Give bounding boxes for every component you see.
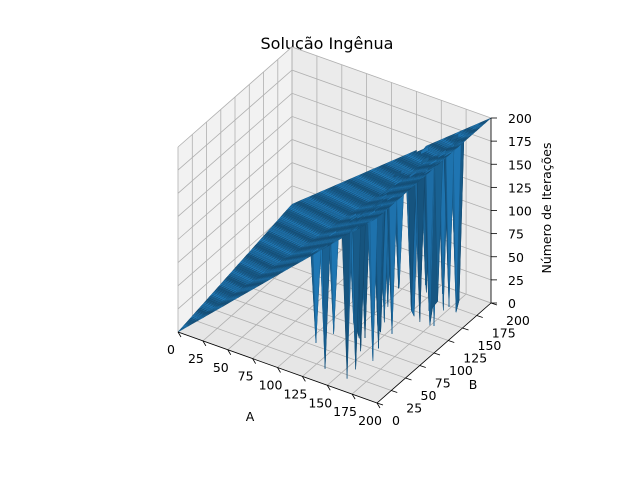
- x-tick-mark: [177, 331, 182, 338]
- x-tick-label: 200: [358, 413, 382, 428]
- y-tick-mark: [391, 390, 398, 393]
- x-tick-mark: [227, 349, 232, 355]
- x-tick-label: 75: [238, 369, 254, 384]
- x-tick-mark: [326, 385, 331, 391]
- x-tick-label: 175: [333, 404, 357, 419]
- chart-title: Solução Ingênua: [261, 34, 394, 53]
- x-tick-label: 0: [167, 342, 175, 357]
- y-tick-label: 25: [406, 401, 422, 416]
- y-tick-mark: [433, 352, 441, 356]
- y-tick-mark: [419, 365, 426, 368]
- x-tick-mark: [351, 393, 356, 400]
- z-tick-label: 50: [508, 250, 524, 265]
- y-axis-label: B: [469, 377, 478, 392]
- x-tick-label: 50: [213, 360, 229, 375]
- y-tick-label: 75: [435, 376, 451, 391]
- y-tick-label: 175: [492, 326, 516, 341]
- y-tick-label: 0: [392, 413, 400, 428]
- z-tick-label: 100: [508, 204, 532, 219]
- surface-plot: [177, 117, 492, 379]
- z-axis-label: Número de Iterações: [539, 142, 554, 273]
- x-tick-mark: [302, 376, 306, 382]
- grid-line-z-8: [177, 46, 492, 148]
- z-tick-label: 75: [508, 227, 524, 242]
- x-tick-label: 100: [259, 378, 283, 393]
- y-tick-mark: [376, 402, 384, 406]
- y-tick-mark: [476, 315, 483, 318]
- z-tick-label: 150: [508, 157, 532, 172]
- y-tick-label: 100: [449, 363, 473, 378]
- z-tick-label: 175: [508, 134, 532, 149]
- z-tick-label: 25: [508, 273, 524, 288]
- x-tick-mark: [252, 358, 256, 364]
- z-tick-label: 200: [508, 111, 532, 126]
- x-tick-label: 125: [283, 386, 307, 401]
- x-tick-label: 25: [188, 351, 204, 366]
- y-tick-label: 150: [478, 338, 502, 353]
- y-tick-label: 125: [463, 351, 487, 366]
- x-tick-label: 150: [308, 395, 332, 410]
- surface-cell: [371, 215, 381, 222]
- z-tick-label: 0: [508, 296, 516, 311]
- y-tick-mark: [462, 327, 469, 331]
- x-tick-mark: [202, 340, 207, 347]
- x-tick-mark: [277, 367, 281, 373]
- z-tick-label: 125: [508, 180, 532, 195]
- x-tick-mark: [376, 402, 381, 409]
- x-axis-label: A: [246, 409, 255, 424]
- y-tick-label: 200: [506, 313, 530, 328]
- axes: [177, 117, 498, 409]
- y-tick-label: 50: [421, 388, 437, 403]
- y-tick-mark: [448, 340, 455, 343]
- y-tick-mark: [405, 377, 412, 381]
